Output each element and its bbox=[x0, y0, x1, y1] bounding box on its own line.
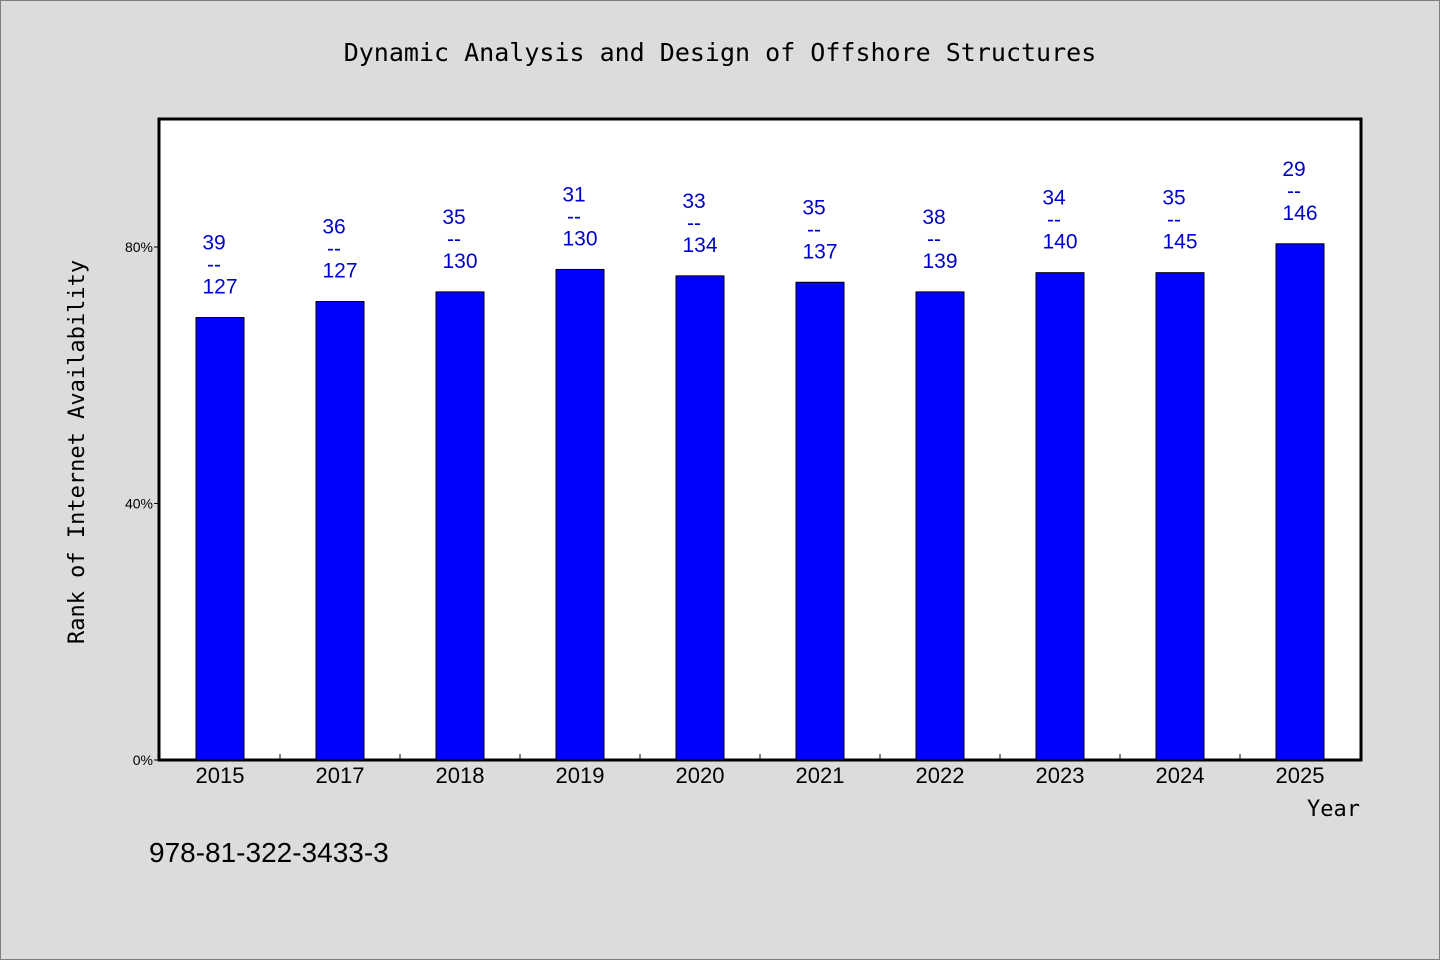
data-label-total-2018: 130 bbox=[442, 250, 477, 273]
data-label-rank-2025: 29 bbox=[1282, 158, 1305, 181]
y-tick-label-0: 0% bbox=[133, 752, 153, 768]
bar-2025 bbox=[1275, 243, 1325, 761]
data-label-rank-2021: 35 bbox=[802, 196, 825, 219]
data-label-total-2015: 127 bbox=[202, 276, 237, 299]
data-label-separator-2017: -- bbox=[327, 238, 341, 261]
y-tick-label-80: 80% bbox=[125, 239, 153, 255]
data-label-separator-2018: -- bbox=[447, 228, 461, 251]
data-label-rank-2020: 33 bbox=[682, 190, 705, 213]
x-tick-label-2024: 2024 bbox=[1156, 763, 1205, 788]
x-ticks-group: 2015 2017 2018 2019 2020 2021 2022 2023 2024 2025 bbox=[196, 754, 1325, 788]
data-label-separator-2015: -- bbox=[207, 254, 221, 277]
data-label-separator-2021: -- bbox=[807, 218, 821, 241]
x-tick-label-2018: 2018 bbox=[436, 763, 485, 788]
data-label-separator-2025: -- bbox=[1287, 180, 1301, 203]
x-tick-label-2023: 2023 bbox=[1036, 763, 1085, 788]
data-label-total-2019: 130 bbox=[562, 227, 597, 250]
bar-2015 bbox=[195, 317, 245, 761]
data-label-rank-2022: 38 bbox=[922, 206, 945, 229]
data-label-rank-2015: 39 bbox=[202, 232, 225, 255]
data-label-total-2021: 137 bbox=[802, 240, 837, 263]
x-tick-label-2025: 2025 bbox=[1276, 763, 1325, 788]
data-label-separator-2022: -- bbox=[927, 228, 941, 251]
data-label-total-2022: 139 bbox=[922, 250, 957, 273]
y-axis-label: Rank of Internet Availability bbox=[65, 260, 90, 644]
x-axis-label: Year bbox=[1307, 797, 1360, 822]
data-label-total-2024: 145 bbox=[1162, 231, 1197, 254]
bar-2019 bbox=[555, 268, 605, 761]
data-label-rank-2024: 35 bbox=[1162, 187, 1185, 210]
data-label-total-2020: 134 bbox=[682, 234, 717, 257]
bars-group bbox=[195, 243, 1325, 761]
data-label-rank-2019: 31 bbox=[562, 183, 585, 206]
data-label-rank-2017: 36 bbox=[322, 216, 345, 239]
x-tick-label-2015: 2015 bbox=[196, 763, 245, 788]
bar-2017 bbox=[315, 301, 365, 761]
bar-2021 bbox=[795, 281, 845, 761]
bar-2023 bbox=[1035, 272, 1085, 761]
isbn-text: 978-81-322-3433-3 bbox=[149, 837, 389, 868]
data-label-separator-2019: -- bbox=[567, 205, 581, 228]
data-label-rank-2023: 34 bbox=[1042, 187, 1066, 210]
y-ticks-group: 0% 40% 80% bbox=[125, 239, 160, 768]
data-label-separator-2024: -- bbox=[1167, 209, 1181, 232]
bar-2020 bbox=[675, 275, 725, 761]
data-label-separator-2023: -- bbox=[1047, 209, 1061, 232]
data-label-total-2025: 146 bbox=[1282, 202, 1317, 225]
data-label-separator-2020: -- bbox=[687, 212, 701, 235]
x-tick-label-2021: 2021 bbox=[796, 763, 845, 788]
chart-title: Dynamic Analysis and Design of Offshore … bbox=[344, 38, 1097, 67]
data-label-rank-2018: 35 bbox=[442, 206, 465, 229]
bar-2018 bbox=[435, 291, 485, 761]
data-labels-group: 39--12736--12735--13031--13033--13435--1… bbox=[202, 158, 1317, 299]
x-tick-label-2019: 2019 bbox=[556, 763, 605, 788]
bar-2022 bbox=[915, 291, 965, 761]
bar-2024 bbox=[1155, 272, 1205, 761]
x-tick-label-2022: 2022 bbox=[916, 763, 965, 788]
y-tick-label-40: 40% bbox=[125, 496, 153, 512]
x-tick-label-2020: 2020 bbox=[676, 763, 725, 788]
x-tick-label-2017: 2017 bbox=[316, 763, 365, 788]
data-label-total-2023: 140 bbox=[1042, 231, 1077, 254]
data-label-total-2017: 127 bbox=[322, 260, 357, 283]
